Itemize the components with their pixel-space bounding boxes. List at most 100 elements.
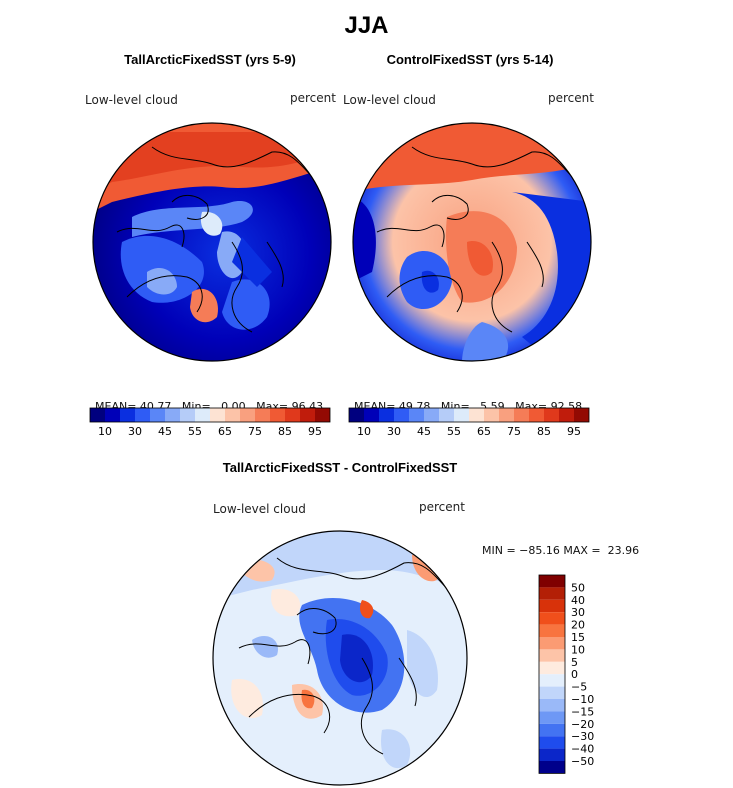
panel2-colorbar-swatch bbox=[484, 408, 499, 422]
panel1-field bbox=[93, 123, 331, 361]
panel2-colorbar-swatch bbox=[439, 408, 454, 422]
panel3-minmax: MIN = −85.16 MAX = 23.96 bbox=[482, 544, 640, 557]
panel2-colorbar: 10 30 45 55 65 75 85 95 bbox=[348, 407, 590, 438]
panel3-colorbar-swatch bbox=[539, 686, 565, 699]
panel3-colorbar-tick-label: 0 bbox=[571, 668, 578, 681]
panel1-colorbar-tick-label: 75 bbox=[248, 425, 262, 438]
panel1-colorbar-swatch bbox=[270, 408, 285, 422]
panel3-colorbar-swatch bbox=[539, 624, 565, 637]
panel3-colorbar-swatch bbox=[539, 711, 565, 724]
panel3-colorbar-tick-label: 20 bbox=[571, 619, 585, 632]
panel2-colorbar-swatch bbox=[544, 408, 559, 422]
panel3-colorbar-tick-label: 30 bbox=[571, 606, 585, 619]
panel2-colorbar-swatch bbox=[469, 408, 484, 422]
panel2-colorbar-swatch bbox=[559, 408, 574, 422]
panel3-units-label: percent bbox=[419, 500, 465, 514]
panel2-colorbar-swatch bbox=[529, 408, 544, 422]
panel1-variable-label: Low-level cloud bbox=[85, 93, 178, 107]
panel3-colorbar-tick-label: 50 bbox=[571, 581, 585, 594]
panel2-colorbar-tick-label: 85 bbox=[537, 425, 551, 438]
panel2-colorbar-tick-label: 30 bbox=[387, 425, 401, 438]
panel1-colorbar-swatch bbox=[210, 408, 225, 422]
panel1-colorbar-tick-label: 65 bbox=[218, 425, 232, 438]
panel3-colorbar-tick-label: −30 bbox=[571, 730, 594, 743]
panel1-colorbar-swatch bbox=[165, 408, 180, 422]
panel2-colorbar-tick-label: 45 bbox=[417, 425, 431, 438]
panel3-colorbar-frame bbox=[538, 574, 566, 774]
panel2-map bbox=[352, 122, 592, 362]
panel2-colorbar-swatch bbox=[364, 408, 379, 422]
panel2-colorbar-tick-label: 10 bbox=[357, 425, 371, 438]
panel2-colorbar-swatch bbox=[574, 408, 589, 422]
panel3-colorbar-tick-label: −40 bbox=[571, 743, 594, 756]
panel3-colorbar-tick-label: −15 bbox=[571, 705, 594, 718]
panel2-colorbar-swatch bbox=[499, 408, 514, 422]
panel3-colorbar-tick-label: −50 bbox=[571, 755, 594, 768]
panel2-variable-label: Low-level cloud bbox=[343, 93, 436, 107]
panel2-colorbar-tick-label: 55 bbox=[447, 425, 461, 438]
panel3-colorbar-tick-label: −5 bbox=[571, 681, 587, 694]
panel1-colorbar-swatch bbox=[150, 408, 165, 422]
panel3-colorbar-swatch bbox=[539, 674, 565, 687]
panel1-colorbar-swatch bbox=[300, 408, 315, 422]
panel2-map-border bbox=[352, 122, 592, 362]
panel3-colorbar-swatch bbox=[539, 723, 565, 737]
panel1-colorbar-swatch bbox=[255, 408, 270, 422]
panel2-colorbar-tick-label: 95 bbox=[567, 425, 581, 438]
panel1-colorbar-swatch bbox=[135, 408, 150, 422]
panel1-colorbar-swatch bbox=[285, 408, 300, 422]
panel1-map-border bbox=[92, 122, 332, 362]
panel1-colorbar-frame bbox=[89, 407, 331, 423]
panel1-colorbar-swatch bbox=[120, 408, 135, 422]
panel3-colorbar-swatch bbox=[539, 575, 565, 588]
panel3-colorbar-tick-label: 10 bbox=[571, 643, 585, 656]
panel2-colorbar-tick-label: 65 bbox=[477, 425, 491, 438]
panel1-colorbar-tick-label: 30 bbox=[128, 425, 142, 438]
panel3-colorbar-tick-label: −20 bbox=[571, 718, 594, 731]
panel1-colorbar-swatch bbox=[195, 408, 210, 422]
panel3-colorbar-swatch bbox=[539, 649, 565, 662]
panel3-colorbar-swatch bbox=[539, 637, 565, 650]
panel2-colorbar-swatch bbox=[349, 408, 364, 422]
panel1-units-label: percent bbox=[290, 91, 336, 105]
panel3-colorbar-tick-label: 5 bbox=[571, 656, 578, 669]
panel3-colorbar-swatch bbox=[539, 761, 565, 774]
panel1-colorbar-tick-label: 10 bbox=[98, 425, 112, 438]
panel1-colorbar-swatch bbox=[90, 408, 105, 422]
panel2-colorbar-swatch bbox=[379, 408, 394, 422]
panel1-colorbar-tick-label: 85 bbox=[278, 425, 292, 438]
panel1-colorbar-swatch bbox=[105, 408, 120, 422]
panel1-colorbar-tick-label: 55 bbox=[188, 425, 202, 438]
panel2-colorbar-swatch bbox=[514, 408, 529, 422]
panel1-map bbox=[92, 122, 332, 362]
panel3-colorbar-swatch bbox=[539, 661, 565, 675]
panel2-colorbar-frame bbox=[348, 407, 590, 423]
panel3-colorbar-swatch bbox=[539, 612, 565, 625]
panel3-colorbar-swatch bbox=[539, 599, 565, 613]
panel3-colorbar-swatch bbox=[539, 699, 565, 712]
panel1-title: TallArcticFixedSST (yrs 5-9) bbox=[124, 52, 296, 67]
panel3-map-border bbox=[212, 530, 468, 786]
panel1-colorbar-swatch bbox=[180, 408, 195, 422]
panel3-title: TallArcticFixedSST - ControlFixedSST bbox=[222, 460, 458, 475]
panel2-colorbar-swatch bbox=[454, 408, 469, 422]
panel3-colorbar-swatch bbox=[539, 748, 565, 761]
panel1-colorbar-swatch bbox=[225, 408, 240, 422]
panel2-units-label: percent bbox=[548, 91, 594, 105]
panel3-field bbox=[213, 531, 467, 785]
panel3-colorbar-swatch bbox=[539, 587, 565, 600]
panel1-colorbar-swatch bbox=[240, 408, 255, 422]
panel3-coastlines bbox=[238, 557, 453, 755]
panel3-variable-label: Low-level cloud bbox=[213, 502, 306, 516]
panel1-coastlines bbox=[116, 146, 318, 333]
panel3-colorbar-tick-label: −10 bbox=[571, 693, 594, 706]
panel3-map bbox=[212, 530, 468, 786]
figure-title: JJA bbox=[344, 12, 389, 39]
panel2-colorbar-swatch bbox=[394, 408, 409, 422]
panel2-coastlines bbox=[376, 146, 578, 333]
panel3-colorbar-tick-label: 15 bbox=[571, 631, 585, 644]
panel2-colorbar-tick-label: 75 bbox=[507, 425, 521, 438]
panel2-colorbar-swatch bbox=[409, 408, 424, 422]
panel3-colorbar-swatch bbox=[539, 736, 565, 749]
